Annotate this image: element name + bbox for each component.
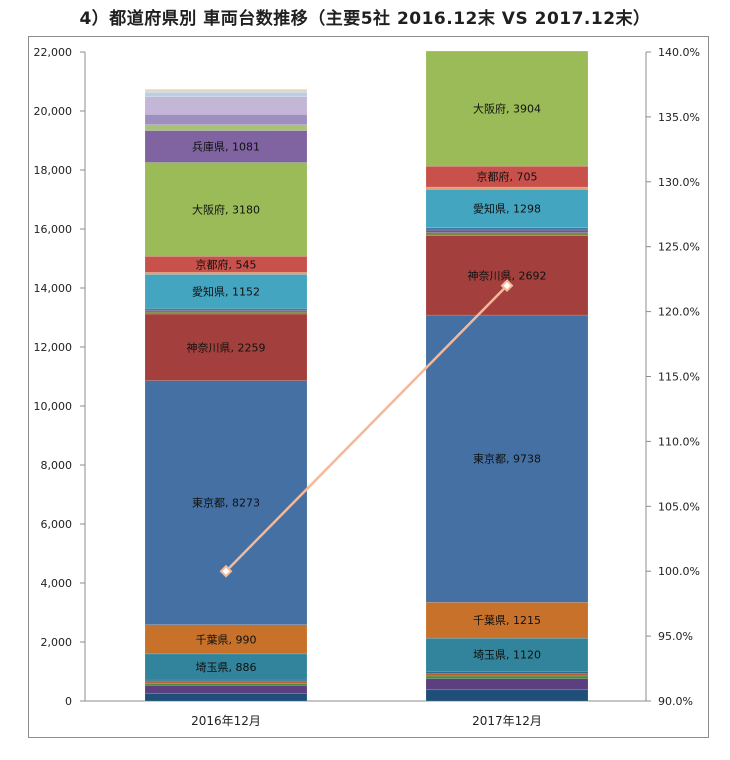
bar-segment — [425, 235, 589, 316]
chart-title: 4）都道府県別 車両台数推移（主要5社 2016.12末 VS 2017.12末… — [79, 9, 651, 29]
bar-segment — [425, 637, 589, 672]
y2-tick-label: 115.0% — [658, 371, 700, 384]
y2-tick-label: 140.0% — [658, 46, 700, 59]
y-tick-label: 14,000 — [34, 282, 73, 295]
y2-tick-label: 100.0% — [658, 565, 700, 578]
data-label: 京都府, 545 — [196, 257, 257, 271]
y-tick-label: 6,000 — [41, 518, 73, 531]
y2-tick-label: 95.0% — [658, 630, 693, 643]
bar-segment — [425, 314, 589, 603]
bar-segment — [144, 308, 308, 311]
y2-tick-label: 110.0% — [658, 435, 700, 448]
bar-segment — [144, 693, 308, 702]
bar-segment — [144, 130, 308, 163]
data-label: 東京都, 9738 — [473, 452, 541, 466]
data-label: 大阪府, 3904 — [473, 102, 541, 116]
data-label: 愛知県, 1298 — [473, 202, 541, 216]
y-tick-label: 0 — [65, 695, 72, 708]
data-label: 千葉県, 1215 — [473, 613, 541, 627]
bar-segment — [425, 673, 589, 677]
category-label: 2016年12月 — [191, 714, 261, 728]
bar-segment — [425, 675, 589, 679]
y2-tick-label: 90.0% — [658, 695, 693, 708]
y-tick-label: 18,000 — [34, 164, 73, 177]
data-label: 愛知県, 1152 — [192, 284, 260, 298]
data-label: 東京都, 8273 — [192, 496, 260, 510]
bar-segment — [425, 670, 589, 674]
bar-segment — [144, 272, 308, 275]
bar-segment — [144, 124, 308, 131]
bar-segment — [425, 229, 589, 233]
y2-tick-label: 125.0% — [658, 241, 700, 254]
data-label: 兵庫県, 1081 — [192, 140, 260, 154]
data-label: 千葉県, 990 — [196, 632, 257, 646]
y2-tick-label: 130.0% — [658, 176, 700, 189]
bar-segment — [144, 685, 308, 694]
y-tick-label: 4,000 — [41, 577, 73, 590]
chart-frame — [28, 36, 709, 738]
bar-segment — [144, 114, 308, 125]
y-tick-label: 20,000 — [34, 105, 73, 118]
growth-point — [500, 279, 514, 293]
bar-segment — [144, 380, 308, 625]
bar-segment — [144, 624, 308, 655]
category-label: 2017年12月 — [472, 714, 542, 728]
y-tick-label: 12,000 — [34, 341, 73, 354]
y2-tick-label: 105.0% — [658, 500, 700, 513]
bar-segment — [144, 162, 308, 257]
bar-segment — [144, 683, 308, 686]
bar-segment — [425, 232, 589, 236]
y-tick-label: 16,000 — [34, 223, 73, 236]
bar-segment — [144, 313, 308, 381]
growth-point — [219, 564, 233, 578]
bar-segment — [425, 227, 589, 231]
bar-segment — [425, 678, 589, 691]
bar-segment — [425, 50, 589, 167]
y-tick-label: 2,000 — [41, 636, 73, 649]
bar-segment — [144, 309, 308, 313]
bar-segment — [144, 274, 308, 309]
bar-segment — [144, 256, 308, 273]
y2-tick-label: 135.0% — [658, 111, 700, 124]
data-label: 神奈川県, 2259 — [187, 340, 266, 354]
growth-line — [225, 284, 508, 573]
data-label: 大阪府, 3180 — [192, 202, 260, 216]
bar-segment — [144, 681, 308, 684]
y-tick-label: 22,000 — [34, 46, 73, 59]
y2-tick-label: 120.0% — [658, 306, 700, 319]
bar-segment — [144, 653, 308, 681]
bar-segment — [144, 96, 308, 115]
data-label: 京都府, 705 — [477, 170, 538, 184]
bar-segment — [144, 311, 308, 315]
bar-segment — [425, 602, 589, 639]
y-tick-label: 10,000 — [34, 400, 73, 413]
bar-segment — [144, 88, 308, 93]
bar-segment — [144, 679, 308, 683]
data-label: 神奈川県, 2692 — [468, 268, 547, 282]
bar-segment — [425, 689, 589, 702]
bar-segment — [425, 186, 589, 190]
y-tick-label: 8,000 — [41, 459, 73, 472]
data-label: 埼玉県, 886 — [196, 660, 257, 674]
bar-segment — [144, 91, 308, 97]
data-label: 埼玉県, 1120 — [473, 648, 541, 662]
